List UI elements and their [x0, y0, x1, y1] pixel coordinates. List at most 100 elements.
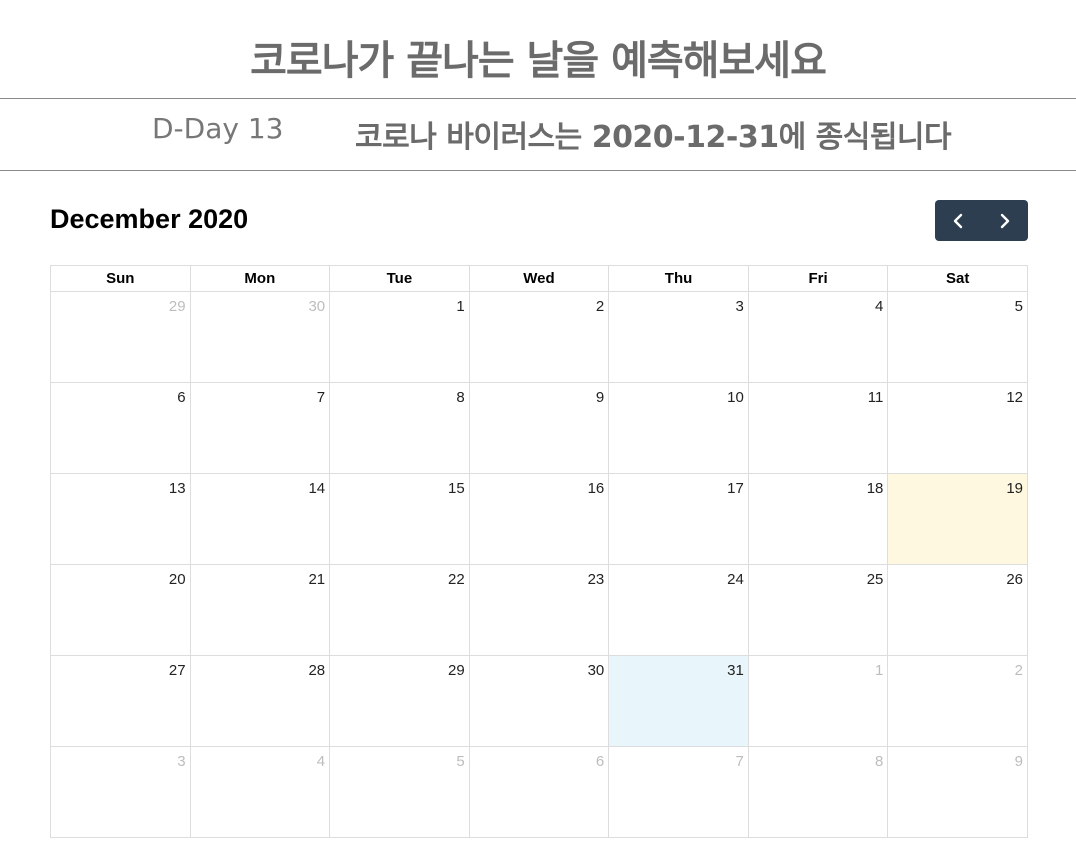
day-cell[interactable]: 25: [747, 564, 889, 656]
day-cell[interactable]: 3: [50, 746, 191, 838]
day-cell[interactable]: 30: [189, 291, 331, 383]
day-number: 4: [316, 753, 326, 770]
day-number: 29: [168, 298, 186, 315]
day-cell[interactable]: 16: [468, 473, 610, 565]
day-number: 2: [595, 298, 605, 315]
day-cell[interactable]: 7: [608, 746, 749, 838]
day-cell[interactable]: 2: [468, 291, 610, 383]
page-title: 코로나가 끝나는 날을 예측해보세요: [250, 38, 827, 84]
day-cell[interactable]: 12: [887, 382, 1028, 474]
calendar-week-row: 20 21 22 23 24 25 26: [50, 564, 1028, 656]
day-cell[interactable]: 26: [887, 564, 1028, 656]
weekday-header: Sun: [50, 265, 191, 292]
day-cell[interactable]: 11: [747, 382, 889, 474]
month-nav: [935, 200, 1028, 241]
day-cell-today[interactable]: 19: [887, 473, 1028, 565]
day-number: 15: [448, 480, 465, 497]
day-cell[interactable]: 8: [747, 746, 889, 838]
day-number: 7: [316, 389, 326, 406]
prev-month-button[interactable]: [935, 200, 982, 241]
day-cell[interactable]: 1: [747, 655, 889, 747]
day-cell-target[interactable]: 31: [608, 655, 749, 747]
next-month-button[interactable]: [982, 200, 1029, 241]
day-number: 1: [456, 298, 465, 315]
calendar-week-row: 3 4 5 6 7 8 9: [50, 746, 1028, 838]
calendar-title: December 2020: [50, 204, 249, 234]
bottom-divider: [0, 170, 1076, 171]
calendar-week-row: 6 7 8 9 10 11 12: [50, 382, 1028, 474]
day-number: 6: [595, 753, 605, 770]
day-cell[interactable]: 13: [50, 473, 191, 565]
day-cell[interactable]: 5: [887, 291, 1028, 383]
weekday-header: Mon: [189, 265, 331, 292]
day-cell[interactable]: 17: [608, 473, 749, 565]
day-number: 5: [1014, 298, 1023, 315]
day-cell[interactable]: 27: [50, 655, 191, 747]
day-cell[interactable]: 29: [329, 655, 470, 747]
day-number: 20: [168, 571, 186, 588]
calendar-body: 29 30 1 2 3 4 5 6 7 8 9 10 11 12 13 14 15 16 17 18 19 20 21 22 2…: [50, 291, 1028, 838]
day-cell[interactable]: 22: [329, 564, 470, 656]
day-number: 5: [456, 753, 465, 770]
day-number: 27: [168, 662, 186, 679]
day-number: 21: [308, 571, 326, 588]
day-number: 8: [875, 753, 884, 770]
day-number: 29: [448, 662, 465, 679]
day-cell[interactable]: 7: [189, 382, 331, 474]
day-number: 9: [595, 389, 605, 406]
day-number: 6: [177, 389, 186, 406]
day-cell[interactable]: 9: [468, 382, 610, 474]
day-cell[interactable]: 14: [189, 473, 331, 565]
day-cell[interactable]: 21: [189, 564, 331, 656]
day-cell[interactable]: 9: [887, 746, 1028, 838]
day-cell[interactable]: 3: [608, 291, 749, 383]
day-cell[interactable]: 6: [468, 746, 610, 838]
day-cell[interactable]: 20: [50, 564, 191, 656]
day-number: 16: [587, 480, 605, 497]
day-cell[interactable]: 5: [329, 746, 470, 838]
day-cell[interactable]: 10: [608, 382, 749, 474]
day-cell[interactable]: 1: [329, 291, 470, 383]
chevron-right-icon: [1000, 213, 1009, 228]
day-cell[interactable]: 29: [50, 291, 191, 383]
top-divider: [0, 98, 1076, 99]
day-number: 31: [727, 662, 744, 679]
day-cell[interactable]: 23: [468, 564, 610, 656]
day-cell[interactable]: 28: [189, 655, 331, 747]
day-number: 30: [308, 298, 326, 315]
day-number: 3: [177, 753, 186, 770]
day-number: 11: [867, 389, 884, 406]
day-cell[interactable]: 8: [329, 382, 470, 474]
day-cell[interactable]: 30: [468, 655, 610, 747]
weekday-header-row: Sun Mon Tue Wed Thu Fri Sat: [50, 265, 1028, 292]
dday-banner: D-Day 13 코로나 바이러스는 2020-12-31에 종식됩니다: [0, 112, 1076, 156]
calendar-grid: Sun Mon Tue Wed Thu Fri Sat 29 30 1 2 3 4 5 6 7 8 9 10 11 1…: [50, 265, 1028, 838]
calendar-week-row: 13 14 15 16 17 18 19: [50, 473, 1028, 565]
day-number: 19: [1006, 480, 1023, 497]
day-cell[interactable]: 2: [887, 655, 1028, 747]
calendar-week-row: 27 28 29 30 31 1 2: [50, 655, 1028, 747]
day-number: 3: [735, 298, 744, 315]
day-number: 25: [866, 571, 884, 588]
weekday-header: Tue: [329, 265, 470, 292]
day-cell[interactable]: 15: [329, 473, 470, 565]
day-number: 28: [308, 662, 326, 679]
day-number: 9: [1014, 753, 1023, 770]
chevron-left-icon: [954, 213, 963, 228]
day-number: 7: [735, 753, 744, 770]
day-number: 2: [1014, 662, 1023, 679]
weekday-header: Thu: [608, 265, 749, 292]
day-cell[interactable]: 18: [747, 473, 889, 565]
weekday-header: Sat: [887, 265, 1028, 292]
day-cell[interactable]: 24: [608, 564, 749, 656]
day-cell[interactable]: 4: [747, 291, 889, 383]
day-cell[interactable]: 6: [50, 382, 191, 474]
dday-counter: D-Day 13: [152, 112, 284, 145]
day-number: 4: [875, 298, 884, 315]
calendar-week-row: 29 30 1 2 3 4 5: [50, 291, 1028, 383]
day-number: 22: [448, 571, 465, 588]
day-cell[interactable]: 4: [189, 746, 331, 838]
end-date-message: 코로나 바이러스는 2020-12-31에 종식됩니다: [355, 120, 952, 155]
day-number: 30: [587, 662, 605, 679]
